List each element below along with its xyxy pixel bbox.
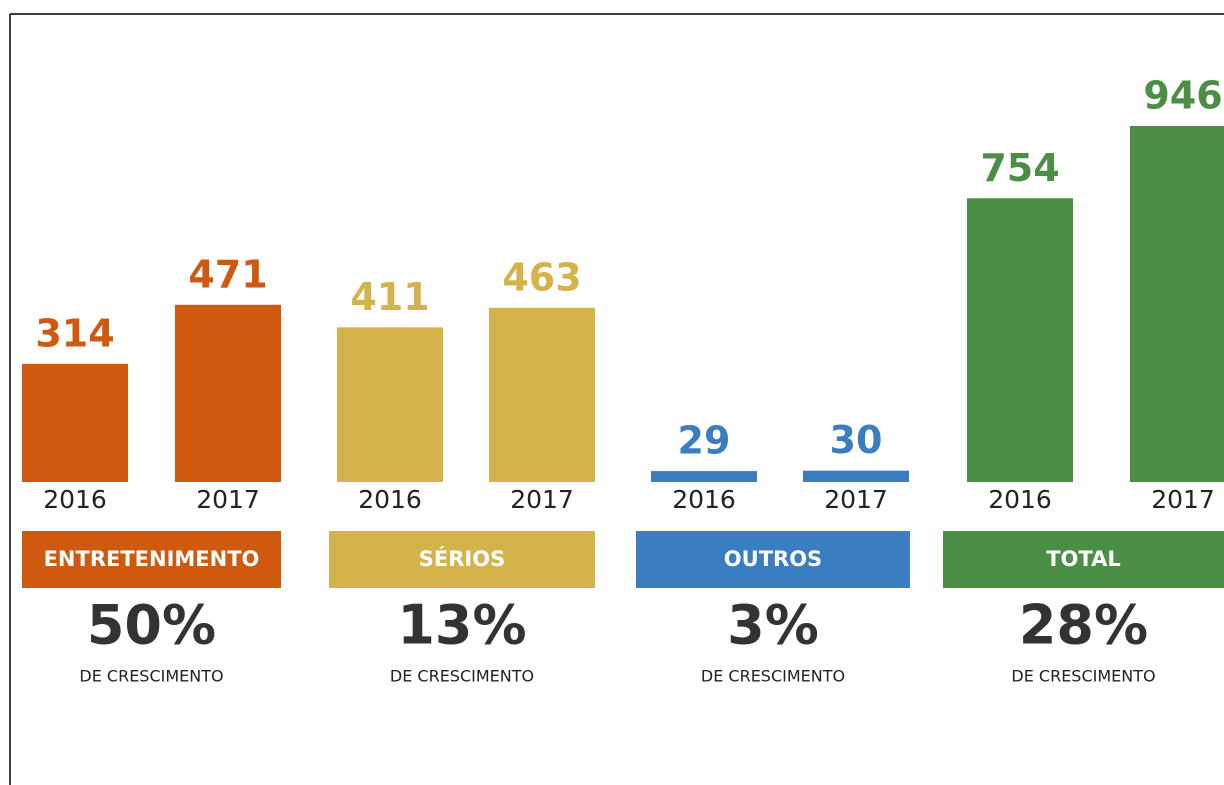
year-label: 2016 [672, 485, 736, 514]
category-box [329, 531, 595, 588]
year-label: 2016 [358, 485, 422, 514]
value-label: 411 [350, 275, 429, 319]
value-label: 463 [502, 255, 581, 299]
growth-caption: DE CRESCIMENTO [79, 667, 223, 686]
year-label: 2017 [510, 485, 574, 514]
bar [1130, 126, 1224, 482]
growth-value: 13% [397, 594, 526, 657]
growth-value: 3% [727, 594, 819, 657]
year-label: 2017 [824, 485, 888, 514]
category-box [22, 531, 281, 588]
category-label: SÉRIOS [419, 546, 505, 571]
bar [651, 471, 757, 482]
value-label: 471 [188, 252, 267, 296]
value-label: 754 [980, 146, 1059, 190]
growth-caption: DE CRESCIMENTO [390, 667, 534, 686]
bar [489, 307, 595, 482]
category-box [943, 531, 1224, 588]
bar [337, 327, 443, 482]
growth-value: 28% [1019, 594, 1148, 657]
category-label: ENTRETENIMENTO [44, 547, 260, 571]
year-label: 2016 [43, 485, 107, 514]
growth-caption: DE CRESCIMENTO [701, 667, 845, 686]
bar [22, 363, 128, 482]
bar [967, 198, 1073, 482]
growth-value: 50% [87, 594, 216, 657]
value-label: 946 [1143, 74, 1222, 118]
value-label: 30 [830, 418, 883, 462]
year-label: 2017 [196, 485, 260, 514]
growth-caption: DE CRESCIMENTO [1011, 667, 1155, 686]
category-box [636, 531, 910, 588]
category-label: TOTAL [1046, 547, 1121, 571]
year-label: 2017 [1151, 485, 1215, 514]
value-label: 314 [35, 311, 114, 355]
bar [803, 470, 909, 482]
year-label: 2016 [988, 485, 1052, 514]
category-label: OUTROS [724, 547, 822, 571]
value-label: 29 [678, 419, 731, 463]
bar [175, 304, 281, 482]
